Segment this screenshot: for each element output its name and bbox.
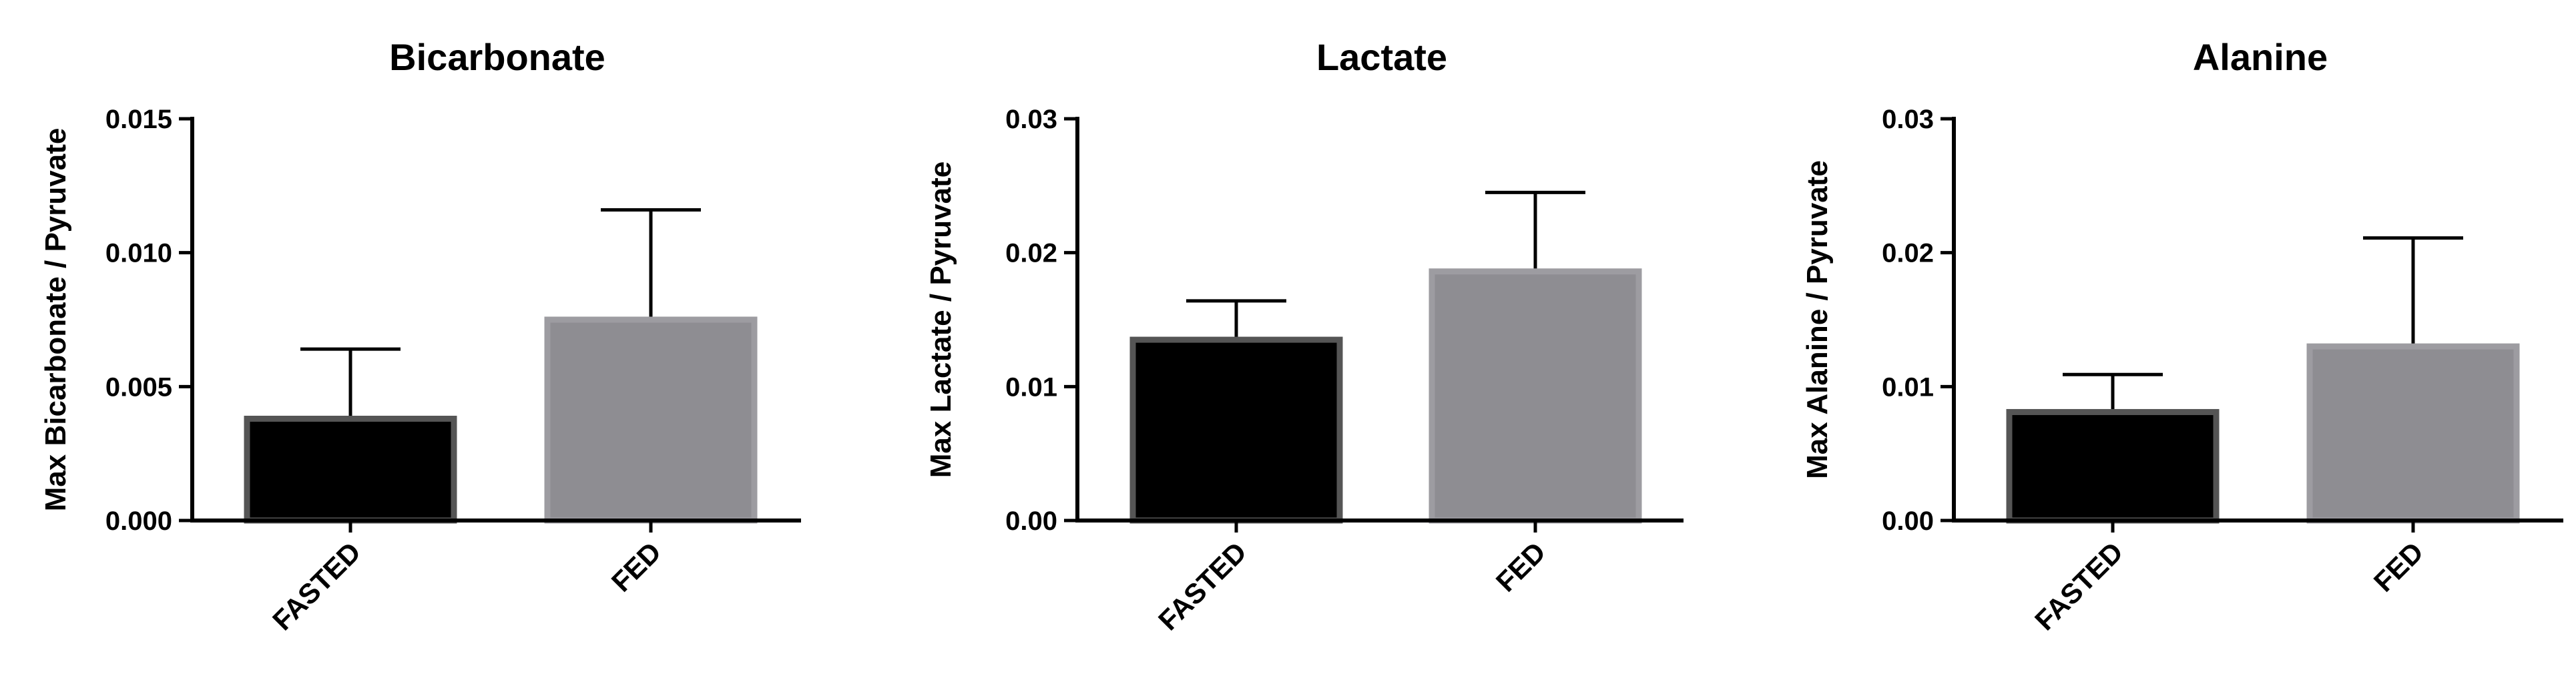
bar-fed: [2306, 343, 2520, 524]
x-tick-label: FED: [1490, 536, 1552, 598]
y-tick-label: 0.02: [1882, 239, 1934, 268]
y-tick-label: 0.015: [105, 105, 172, 134]
y-axis-label: Max Lactate / Pyruvate: [925, 161, 957, 478]
y-axis-label: Max Alanine / Pyruvate: [1801, 160, 1834, 479]
bar-fed: [1429, 268, 1642, 524]
chart-title: Alanine: [2193, 36, 2328, 78]
y-tick-label: 0.03: [1005, 105, 1057, 134]
bar-fasted: [1129, 336, 1343, 524]
y-tick-label: 0.010: [105, 239, 172, 268]
chart-panel-1: Bicarbonate Max Bicarbonate / Pyruvate FAS…: [39, 36, 801, 637]
chart-panel-3: Alanine Max Alanine / Pyruvate FASTED FED 0.…: [1801, 36, 2563, 637]
x-tick-label: FED: [605, 536, 668, 598]
y-tick-label: 0.00: [1005, 506, 1057, 536]
chart-title: Bicarbonate: [389, 36, 605, 78]
y-axis-label: Max Bicarbonate / Pyruvate: [39, 128, 72, 512]
x-tick-label: FASTED: [2029, 536, 2129, 636]
x-tick-label: FASTED: [1152, 536, 1252, 636]
chart-title: Lactate: [1316, 36, 1447, 78]
bar-fasted: [2006, 408, 2220, 524]
x-tick-label: FED: [2368, 536, 2430, 598]
y-tick-label: 0.03: [1882, 105, 1934, 134]
y-tick-label: 0.000: [105, 506, 172, 536]
y-tick-label: 0.00: [1882, 506, 1934, 536]
chart-panel-2: Lactate Max Lactate / Pyruvate FASTED FED 0.…: [925, 36, 1684, 637]
bar-fed: [544, 316, 758, 524]
bar-fasted: [244, 415, 457, 524]
x-tick-label: FASTED: [266, 536, 366, 636]
y-tick-label: 0.02: [1005, 239, 1057, 268]
y-tick-label: 0.01: [1005, 372, 1057, 402]
y-tick-label: 0.005: [105, 372, 172, 402]
y-tick-label: 0.01: [1882, 372, 1934, 402]
